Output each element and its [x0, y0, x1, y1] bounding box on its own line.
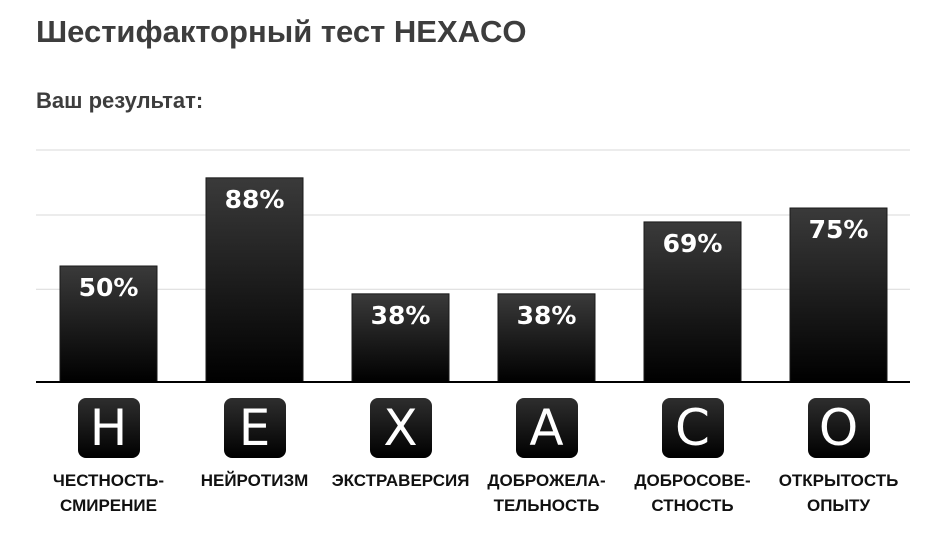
factor-letter-x: X — [369, 398, 432, 458]
factor-letter-h: H — [77, 398, 140, 458]
factor-name: НЕЙРОТИЗМ — [200, 471, 309, 490]
bar-value-label: 38% — [517, 301, 577, 330]
factor-letter-e: E — [223, 398, 286, 458]
factor-name: ДОБРОЖЕЛА- ТЕЛЬНОСТЬ — [487, 471, 606, 515]
factor-name: ДОБРОСОВЕ- СТНОСТЬ — [634, 471, 751, 515]
bar-o — [789, 207, 888, 383]
bar-value-label: 88% — [225, 185, 285, 214]
factor-name: ОТКРЫТОСТЬ ОПЫТУ — [778, 471, 899, 515]
bar-value-label: 69% — [663, 229, 723, 258]
factor-letter-o: O — [807, 398, 870, 458]
factor-letter-a: A — [515, 398, 578, 458]
bar-value-labels: 50% 88% 38% 38% 69% 75% — [79, 185, 869, 330]
bar-h — [59, 265, 158, 383]
factor-name: ЭКСТРАВЕРСИЯ — [331, 471, 470, 490]
result-heading: Ваш результат: — [36, 88, 204, 113]
bar-value-label: 38% — [371, 301, 431, 330]
bars — [59, 177, 888, 383]
bar-value-label: 75% — [809, 215, 869, 244]
gridlines — [36, 149, 910, 290]
bar-value-label: 50% — [79, 273, 139, 302]
page-title: Шестифакторный тест HEXACO — [36, 14, 527, 49]
factor-name: ЧЕСТНОСТЬ- СМИРЕНИЕ — [52, 471, 165, 515]
factor-letter-c: C — [661, 398, 724, 458]
